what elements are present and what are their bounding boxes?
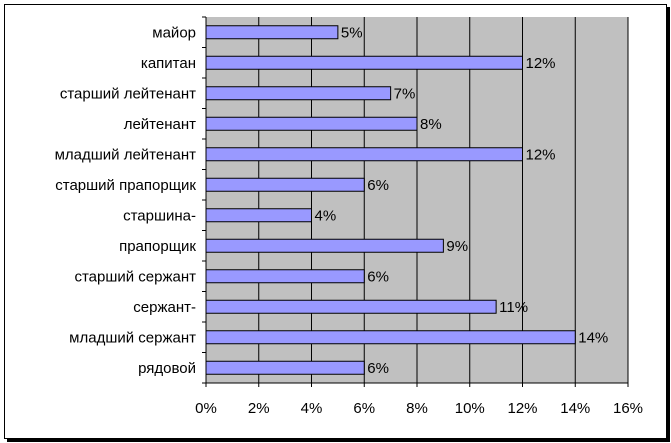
x-tick-label: 4% <box>301 400 323 417</box>
bar <box>205 116 418 131</box>
data-label: 7% <box>394 85 416 102</box>
bar <box>205 269 365 284</box>
x-tick-label: 12% <box>507 400 537 417</box>
bar <box>205 208 312 223</box>
category-label: майор <box>152 24 196 41</box>
x-tick-label: 10% <box>455 400 485 417</box>
category-label: старший лейтенант <box>60 85 196 102</box>
x-tick-labels: 0% 2% 4% 6% 8% 10% 12% 14% 16% <box>195 400 643 417</box>
data-label: 4% <box>315 207 337 224</box>
category-label: старший сержант <box>74 268 196 285</box>
data-label: 9% <box>446 238 468 255</box>
category-label: младший сержант <box>69 329 196 346</box>
bar <box>205 177 365 192</box>
data-label: 11% <box>499 299 528 316</box>
x-tick-label: 2% <box>248 400 270 417</box>
data-label: 12% <box>526 55 556 72</box>
category-labels: майор капитан старший лейтенант лейтенант мл… <box>55 24 197 377</box>
bar <box>205 330 576 345</box>
x-tick-label: 0% <box>195 400 217 417</box>
bar <box>205 55 523 70</box>
category-label: старшина- <box>123 207 196 224</box>
x-tick-label: 14% <box>560 400 590 417</box>
chart-frame: майор капитан старший лейтенант лейтенант мл… <box>4 4 667 439</box>
category-label: прапорщик <box>119 238 196 255</box>
bar <box>205 86 392 101</box>
category-label: старший прапорщик <box>55 177 196 194</box>
category-label: младший лейтенант <box>55 146 197 163</box>
category-label: рядовой <box>138 360 196 377</box>
category-label: капитан <box>141 55 196 72</box>
axes <box>202 16 629 387</box>
bar <box>205 25 339 40</box>
x-tick-label: 16% <box>613 400 643 417</box>
data-label: 8% <box>420 116 442 133</box>
category-label: сержант- <box>133 299 196 316</box>
x-tick-label: 6% <box>353 400 375 417</box>
bar <box>205 147 523 162</box>
bar <box>205 360 365 375</box>
x-tick-label: 8% <box>406 400 428 417</box>
data-label: 6% <box>367 177 389 194</box>
bars <box>205 25 576 375</box>
data-label: 5% <box>341 24 363 41</box>
data-label: 14% <box>578 329 608 346</box>
category-label: лейтенант <box>124 116 196 133</box>
bar-chart: майор капитан старший лейтенант лейтенант мл… <box>55 16 643 417</box>
data-label: 12% <box>526 146 556 163</box>
data-label: 6% <box>367 360 389 377</box>
bar <box>205 238 444 253</box>
data-label: 6% <box>367 268 389 285</box>
bar <box>205 299 497 314</box>
data-labels: 5% 12% 7%8% 12% 6% 4% 9% 6% 11% 14% 6% <box>315 24 609 377</box>
